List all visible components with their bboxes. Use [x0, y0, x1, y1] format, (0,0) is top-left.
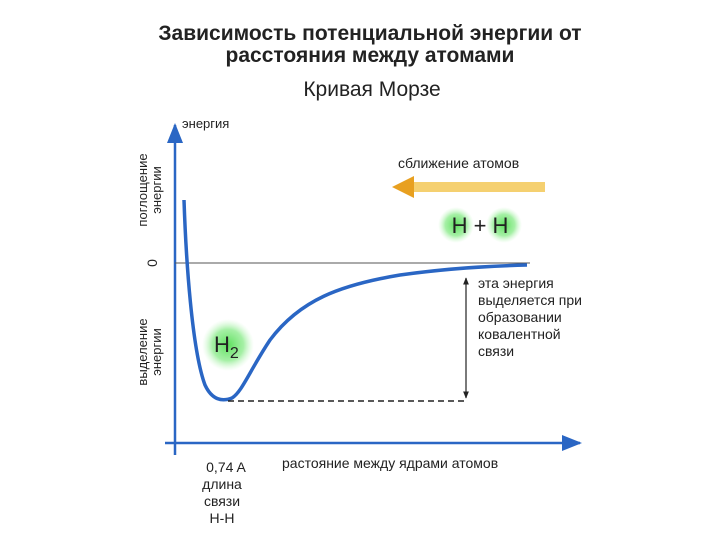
molecule-sub: 2 [230, 345, 239, 362]
morse-curve [182, 199, 528, 402]
release-line: энергии [149, 328, 164, 376]
absorption-line: энергии [149, 166, 164, 214]
release-label: выделение энергии [135, 318, 164, 385]
y-axis-label: энергия [182, 116, 229, 131]
atom-glow [438, 207, 474, 243]
bond-length: 0,74 A длина связи H-H [202, 459, 246, 526]
x-axis-label: растояние между ядрами атомов [282, 455, 498, 471]
bond-line: H-H [210, 510, 235, 526]
note-line: связи [478, 343, 514, 359]
molecule-label: H2 [214, 332, 239, 362]
atoms-label: H + H [452, 213, 509, 238]
note-line: выделяется при [478, 292, 582, 308]
note-line: образовании [478, 309, 562, 325]
absorption-label: поглощение энергии [135, 153, 164, 226]
approach-arrow [392, 176, 545, 198]
molecule-base: H [214, 332, 230, 357]
bond-line: длина [202, 476, 242, 492]
bond-line: 0,74 A [206, 459, 246, 475]
approach-label: сближение атомов [398, 155, 519, 171]
energy-note: эта энергия выделяется при образовании к… [478, 275, 582, 359]
absorption-line: поглощение [135, 153, 150, 226]
note-line: ковалентной [478, 326, 561, 342]
title-line: расстояния между атомами [226, 44, 515, 67]
zero-label: 0 [144, 259, 160, 267]
molecule-glow [202, 319, 254, 371]
note-line: эта энергия [478, 275, 554, 291]
title-line: Зависимость потенциальной энергии от [158, 22, 581, 45]
atom-glow [486, 207, 522, 243]
subtitle: Кривая Морзе [303, 78, 440, 101]
bond-line: связи [204, 493, 240, 509]
release-line: выделение [135, 318, 150, 385]
